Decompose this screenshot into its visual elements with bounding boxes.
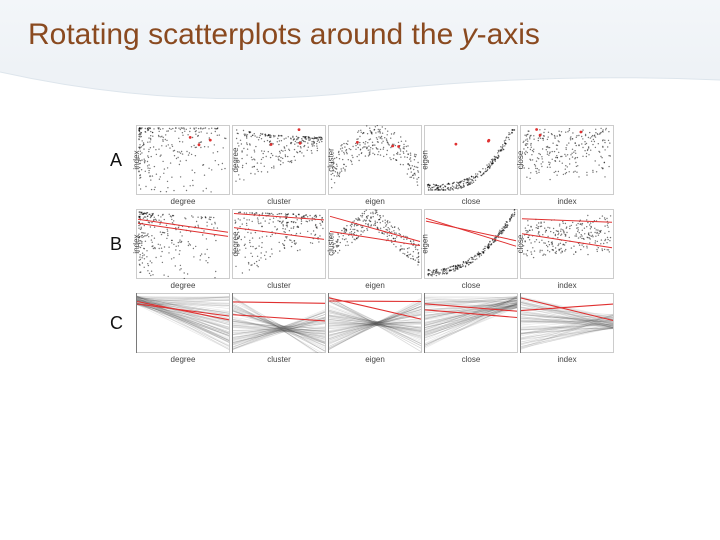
ylabel: cluster bbox=[326, 148, 335, 172]
ylabel: close bbox=[516, 151, 525, 170]
panels-A: degreeindexclusterdegreeeigenclusterclos… bbox=[136, 125, 614, 195]
ylabel: eigen bbox=[420, 150, 429, 170]
xlabel: degree bbox=[171, 197, 196, 206]
figure-row-C: Cdegreeclustereigencloseindex bbox=[110, 293, 630, 353]
row-label-A: A bbox=[110, 150, 132, 171]
panel-C-3: close bbox=[424, 293, 518, 353]
ylabel: index bbox=[132, 234, 141, 253]
title-italic: y bbox=[462, 18, 477, 51]
xlabel: eigen bbox=[365, 355, 385, 364]
figure-row-B: Bdegreeindexclusterdegreeeigenclusterclo… bbox=[110, 209, 630, 279]
figure-grid: Adegreeindexclusterdegreeeigenclusterclo… bbox=[110, 125, 630, 367]
ylabel: degree bbox=[231, 232, 240, 257]
ylabel: cluster bbox=[326, 232, 335, 256]
ylabel: index bbox=[132, 150, 141, 169]
xlabel: index bbox=[557, 355, 576, 364]
title-text-1: Rotating scatterplots around the bbox=[28, 18, 462, 51]
xlabel: degree bbox=[171, 355, 196, 364]
ylabel: close bbox=[516, 235, 525, 254]
panel-B-2: eigencluster bbox=[328, 209, 422, 279]
xlabel: close bbox=[462, 355, 481, 364]
xlabel: close bbox=[462, 281, 481, 290]
xlabel: close bbox=[462, 197, 481, 206]
row-label-B: B bbox=[110, 234, 132, 255]
slide-title: Rotating scatterplots around the y-axis bbox=[28, 18, 540, 52]
xlabel: degree bbox=[171, 281, 196, 290]
xlabel: index bbox=[557, 281, 576, 290]
panel-C-4: index bbox=[520, 293, 614, 353]
panel-C-2: eigen bbox=[328, 293, 422, 353]
panel-A-3: closeeigen bbox=[424, 125, 518, 195]
ylabel: eigen bbox=[420, 234, 429, 254]
panel-A-4: indexclose bbox=[520, 125, 614, 195]
panels-B: degreeindexclusterdegreeeigenclusterclos… bbox=[136, 209, 614, 279]
xlabel: cluster bbox=[267, 355, 291, 364]
panel-B-3: closeeigen bbox=[424, 209, 518, 279]
panel-B-0: degreeindex bbox=[136, 209, 230, 279]
panel-A-1: clusterdegree bbox=[232, 125, 326, 195]
xlabel: eigen bbox=[365, 197, 385, 206]
xlabel: index bbox=[557, 197, 576, 206]
xlabel: eigen bbox=[365, 281, 385, 290]
slide: Rotating scatterplots around the y-axis … bbox=[0, 0, 720, 540]
title-text-2: -axis bbox=[477, 18, 540, 51]
panel-A-2: eigencluster bbox=[328, 125, 422, 195]
ylabel: degree bbox=[231, 148, 240, 173]
panel-C-0: degree bbox=[136, 293, 230, 353]
panel-B-4: indexclose bbox=[520, 209, 614, 279]
panel-C-1: cluster bbox=[232, 293, 326, 353]
panel-A-0: degreeindex bbox=[136, 125, 230, 195]
figure-row-A: Adegreeindexclusterdegreeeigenclusterclo… bbox=[110, 125, 630, 195]
xlabel: cluster bbox=[267, 197, 291, 206]
row-label-C: C bbox=[110, 313, 132, 334]
panel-B-1: clusterdegree bbox=[232, 209, 326, 279]
xlabel: cluster bbox=[267, 281, 291, 290]
panels-C: degreeclustereigencloseindex bbox=[136, 293, 614, 353]
header-curve bbox=[0, 62, 720, 122]
